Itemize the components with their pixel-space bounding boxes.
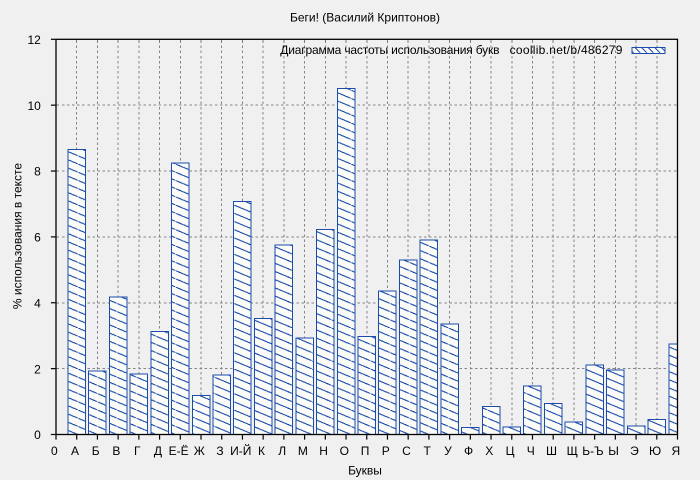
svg-text:И-Й: И-Й (230, 443, 251, 458)
svg-text:Ф: Ф (464, 444, 473, 458)
svg-text:З: З (216, 444, 223, 458)
svg-text:12: 12 (27, 33, 41, 47)
svg-text:Ь-Ъ: Ь-Ъ (582, 444, 603, 458)
svg-text:4: 4 (34, 297, 41, 311)
svg-text:А: А (71, 444, 79, 458)
svg-text:Ю: Ю (649, 444, 661, 458)
svg-text:Ч: Ч (527, 444, 535, 458)
svg-text:Ж: Ж (194, 444, 205, 458)
svg-text:Л: Л (278, 444, 286, 458)
svg-text:Беги! (Василий Криптонов): Беги! (Василий Криптонов) (290, 11, 440, 25)
svg-text:К: К (258, 444, 265, 458)
svg-text:0: 0 (51, 444, 58, 458)
svg-text:8: 8 (34, 165, 41, 179)
svg-text:coollib.net/b/486279: coollib.net/b/486279 (510, 43, 623, 57)
svg-text:О: О (340, 444, 349, 458)
svg-text:В: В (112, 444, 120, 458)
svg-text:С: С (402, 444, 411, 458)
svg-text:% использования в тексте: % использования в тексте (11, 163, 25, 309)
svg-text:Г: Г (134, 444, 141, 458)
svg-text:М: М (298, 444, 308, 458)
svg-text:Р: Р (382, 444, 390, 458)
svg-text:У: У (444, 444, 452, 458)
svg-text:Д: Д (154, 444, 162, 458)
svg-text:0: 0 (34, 428, 41, 442)
svg-text:Б: Б (92, 444, 100, 458)
svg-text:Е-Ё: Е-Ё (169, 444, 189, 458)
svg-text:6: 6 (34, 231, 41, 245)
svg-text:Диаграмма частоты использовани: Диаграмма частоты использования букв (280, 43, 499, 57)
svg-text:Буквы: Буквы (348, 463, 382, 477)
svg-text:Ц: Ц (506, 444, 515, 458)
svg-text:Т: Т (424, 444, 432, 458)
svg-text:10: 10 (27, 99, 41, 113)
svg-text:Х: Х (485, 444, 493, 458)
svg-text:Э: Э (630, 444, 639, 458)
svg-text:Ы: Ы (608, 444, 619, 458)
svg-text:Я: Я (671, 444, 680, 458)
svg-text:Ш: Ш (546, 444, 557, 458)
svg-text:Щ: Щ (567, 444, 578, 458)
svg-text:2: 2 (34, 362, 41, 376)
svg-text:П: П (361, 444, 370, 458)
svg-text:Н: Н (319, 444, 328, 458)
